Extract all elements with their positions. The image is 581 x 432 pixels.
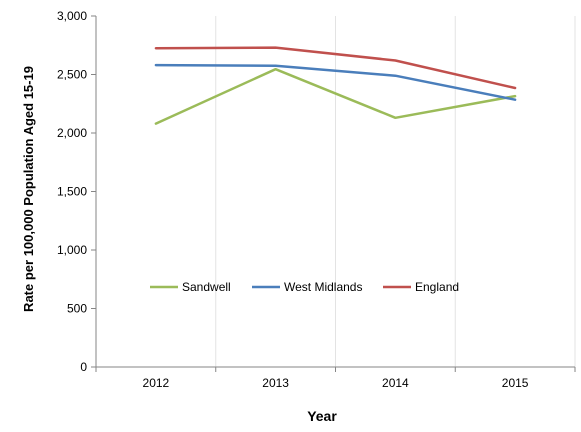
legend-label: Sandwell xyxy=(182,280,231,294)
y-tick-label: 3,000 xyxy=(57,9,87,23)
legend-label: England xyxy=(415,280,459,294)
y-tick-label: 2,500 xyxy=(57,68,87,82)
legend-label: West Midlands xyxy=(284,280,362,294)
axis-layer: 0 500 1,000 1,500 2,000 2,500 3,000 2012 2013 201… xyxy=(57,9,576,390)
y-tick-label: 0 xyxy=(80,360,87,374)
y-tick-label: 2,000 xyxy=(57,126,87,140)
x-tick-label: 2012 xyxy=(143,376,170,390)
y-tick-label: 500 xyxy=(67,302,87,316)
x-tick-label: 2013 xyxy=(262,376,289,390)
series-line-west-midlands xyxy=(154,63,517,101)
x-tick-label: 2015 xyxy=(502,376,529,390)
x-axis-title: Year xyxy=(307,408,337,424)
y-axis-title: Rate per 100,000 Population Aged 15-19 xyxy=(21,66,36,312)
grid-layer xyxy=(215,16,576,367)
chart-legend: Sandwell West Midlands England xyxy=(150,280,459,294)
y-tick-label: 1,500 xyxy=(57,185,87,199)
x-tick-label: 2014 xyxy=(382,376,409,390)
series-layer xyxy=(154,46,517,125)
series-line-england xyxy=(154,46,517,90)
y-tick-label: 1,000 xyxy=(57,243,87,257)
series-line-sandwell xyxy=(154,67,517,125)
